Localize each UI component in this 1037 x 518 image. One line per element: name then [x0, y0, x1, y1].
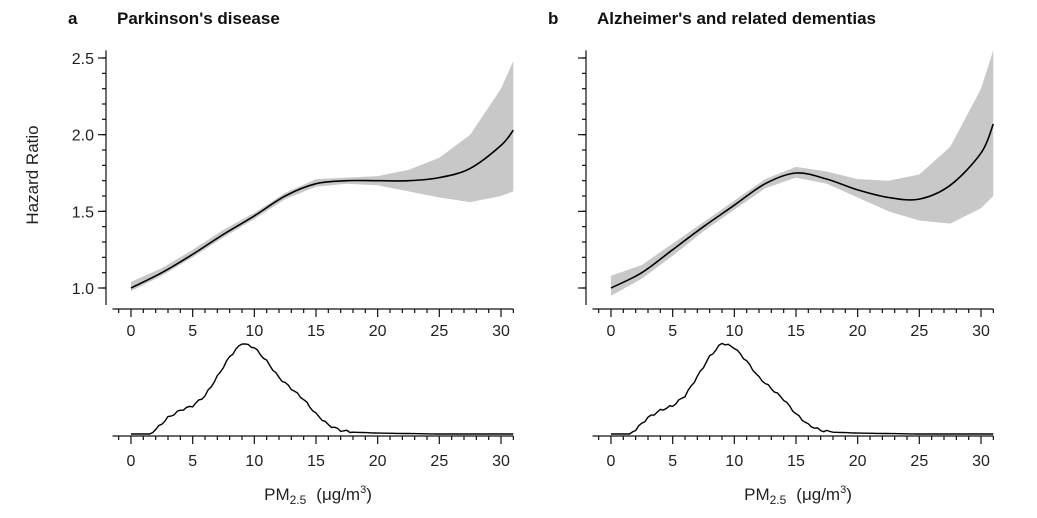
x-tick-label: 15: [787, 323, 805, 340]
x-tick-label: 10: [725, 323, 743, 340]
distribution-x-tick-label: 30: [972, 453, 990, 470]
x-axis-title-sub: 2.5: [770, 493, 787, 507]
panel-letter: b: [548, 9, 558, 28]
x-tick-label: 20: [849, 323, 867, 340]
x-tick-label: 0: [127, 323, 136, 340]
x-tick-label: 5: [668, 323, 677, 340]
x-axis-title-close: ): [846, 485, 852, 504]
x-axis-title-sub: 2.5: [290, 493, 307, 507]
panel-title: Alzheimer's and related dementias: [597, 9, 876, 28]
hazard-ratio-line: [130, 129, 514, 289]
x-tick-label: 30: [492, 323, 510, 340]
y-axis-title: Hazard Ratio: [23, 125, 42, 224]
x-tick-label: 25: [910, 323, 928, 340]
x-axis-title-main: PM: [744, 485, 770, 504]
distribution-x-tick-label: 25: [910, 453, 928, 470]
x-axis-title-unit: (μg/m: [796, 485, 840, 504]
x-axis-title-a: PM2.5 (μg/m3): [264, 484, 372, 507]
distribution-x-tick-label: 0: [607, 453, 616, 470]
panel-a: a Parkinson's disease 1.0 1.5 2.0 2.5 0 5 10 15 20…: [68, 9, 514, 470]
panel-letter: a: [68, 9, 78, 28]
x-tick-label: 20: [369, 323, 387, 340]
distribution-x-tick-label: 30: [492, 453, 510, 470]
x-tick-label: 25: [430, 323, 448, 340]
exposure-distribution-line: [131, 343, 514, 435]
distribution-x-tick-label: 5: [188, 453, 197, 470]
x-axis-title-main: PM: [264, 485, 290, 504]
distribution-x-tick-label: 10: [245, 453, 263, 470]
y-tick-label: 2.5: [72, 51, 94, 68]
exposure-distribution-line: [611, 342, 994, 435]
y-tick-label: 2.0: [72, 128, 94, 145]
x-tick-label: 10: [245, 323, 263, 340]
panel-title: Parkinson's disease: [117, 9, 280, 28]
x-axis-title-unit: (μg/m: [316, 485, 360, 504]
distribution-x-tick-label: 10: [725, 453, 743, 470]
x-tick-label: 30: [972, 323, 990, 340]
confidence-band: [131, 61, 514, 292]
x-axis-title-sup: 3: [840, 484, 846, 496]
y-tick-label: 1.5: [72, 204, 94, 221]
hazard-ratio-line: [610, 123, 995, 289]
x-tick-label: 0: [607, 323, 616, 340]
x-axis-title-close: ): [366, 485, 372, 504]
distribution-x-tick-label: 15: [787, 453, 805, 470]
distribution-x-tick-label: 15: [307, 453, 325, 470]
x-tick-label: 15: [307, 323, 325, 340]
distribution-x-tick-label: 5: [668, 453, 677, 470]
panel-b: b Alzheimer's and related dementias 0 5 10 15…: [548, 9, 995, 470]
x-tick-label: 5: [188, 323, 197, 340]
distribution-x-tick-label: 25: [430, 453, 448, 470]
distribution-x-tick-label: 0: [127, 453, 136, 470]
distribution-x-tick-label: 20: [849, 453, 867, 470]
distribution-x-tick-label: 20: [369, 453, 387, 470]
x-axis-title-sup: 3: [360, 484, 366, 496]
y-tick-label: 1.0: [72, 281, 94, 298]
x-axis-title-b: PM2.5 (μg/m3): [744, 484, 852, 507]
